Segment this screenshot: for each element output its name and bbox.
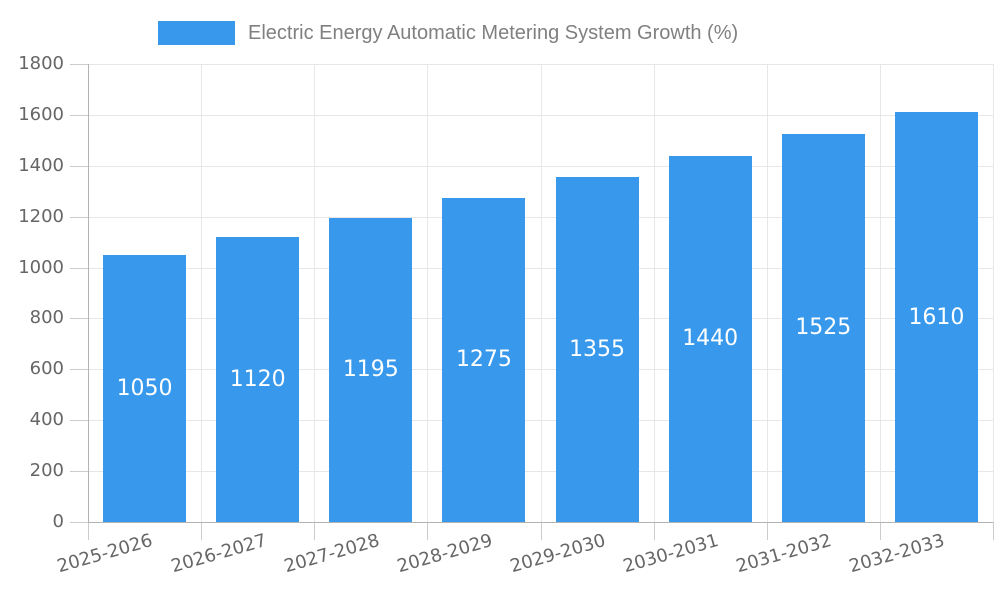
bar-value-label: 1610 bbox=[908, 304, 965, 330]
x-tick-label: 2031-2032 bbox=[733, 530, 835, 578]
x-axis-tick bbox=[993, 522, 994, 540]
y-tick-label: 800 bbox=[29, 307, 64, 329]
gridline-vertical bbox=[766, 64, 768, 522]
gridline-vertical bbox=[540, 64, 542, 522]
gridline-vertical bbox=[653, 64, 655, 522]
y-tick-label: 400 bbox=[29, 409, 64, 431]
y-tick-label: 600 bbox=[29, 358, 64, 380]
bar-value-label: 1050 bbox=[116, 375, 173, 401]
bar-value-label: 1120 bbox=[229, 367, 286, 392]
bar-value-label: 1195 bbox=[342, 357, 399, 383]
gridline-vertical bbox=[427, 64, 429, 522]
legend-item[interactable]: Electric Energy Automatic Metering Syste… bbox=[158, 21, 738, 45]
bar[interactable]: 1610 bbox=[894, 112, 978, 522]
x-tick-label: 2027-2028 bbox=[281, 530, 382, 578]
x-axis-tick bbox=[314, 522, 316, 540]
y-tick-label: 1600 bbox=[18, 103, 64, 125]
y-axis-tick bbox=[70, 216, 88, 218]
bar[interactable]: 1525 bbox=[781, 133, 865, 522]
x-axis-tick bbox=[201, 522, 203, 540]
gridline-vertical bbox=[993, 64, 994, 522]
y-tick-label: 0 bbox=[52, 511, 64, 532]
x-tick-label: 2032-2033 bbox=[847, 530, 948, 578]
y-axis-tick bbox=[70, 522, 88, 523]
x-axis-tick bbox=[766, 522, 768, 540]
x-axis-line bbox=[88, 522, 993, 523]
x-tick-label: 2028-2029 bbox=[394, 530, 495, 578]
legend-label: Electric Energy Automatic Metering Syste… bbox=[248, 22, 739, 44]
bar[interactable]: 1120 bbox=[216, 237, 300, 522]
gridline-vertical bbox=[314, 64, 316, 522]
x-tick-label: 2026-2027 bbox=[168, 530, 269, 578]
y-axis-tick bbox=[70, 114, 88, 116]
y-axis-tick bbox=[70, 420, 88, 422]
x-axis-tick bbox=[540, 522, 542, 540]
gridline-vertical bbox=[879, 64, 881, 522]
x-axis-tick bbox=[879, 522, 881, 540]
bar[interactable]: 1195 bbox=[329, 217, 413, 522]
legend-swatch bbox=[158, 21, 235, 45]
bar-value-label: 1275 bbox=[455, 347, 512, 373]
y-axis-tick bbox=[70, 267, 88, 269]
y-axis-tick bbox=[70, 369, 88, 371]
bar[interactable]: 1050 bbox=[103, 254, 187, 522]
y-axis-tick bbox=[70, 471, 88, 473]
bar-value-label: 1355 bbox=[569, 337, 626, 363]
x-tick-label: 2025-2026 bbox=[55, 530, 156, 578]
bar[interactable]: 1275 bbox=[442, 197, 526, 522]
x-tick-label: 2030-2031 bbox=[620, 530, 721, 578]
y-axis-tick bbox=[70, 165, 88, 167]
x-axis-tick bbox=[88, 522, 89, 540]
y-axis-tick bbox=[70, 64, 88, 65]
bar[interactable]: 1355 bbox=[555, 177, 639, 522]
y-tick-label: 1800 bbox=[18, 53, 64, 74]
y-tick-label: 200 bbox=[29, 460, 64, 482]
y-tick-label: 1400 bbox=[18, 154, 64, 176]
bar-value-label: 1440 bbox=[682, 326, 739, 352]
bar-value-label: 1525 bbox=[795, 315, 852, 341]
y-tick-label: 1200 bbox=[18, 205, 64, 227]
x-axis-tick bbox=[653, 522, 655, 540]
x-axis-tick bbox=[427, 522, 429, 540]
x-tick-label: 2029-2030 bbox=[507, 530, 608, 578]
y-axis-tick bbox=[70, 318, 88, 320]
y-tick-label: 1000 bbox=[18, 256, 64, 278]
y-axis-line bbox=[88, 64, 89, 522]
gridline-vertical bbox=[201, 64, 203, 522]
bar[interactable]: 1440 bbox=[668, 155, 752, 522]
